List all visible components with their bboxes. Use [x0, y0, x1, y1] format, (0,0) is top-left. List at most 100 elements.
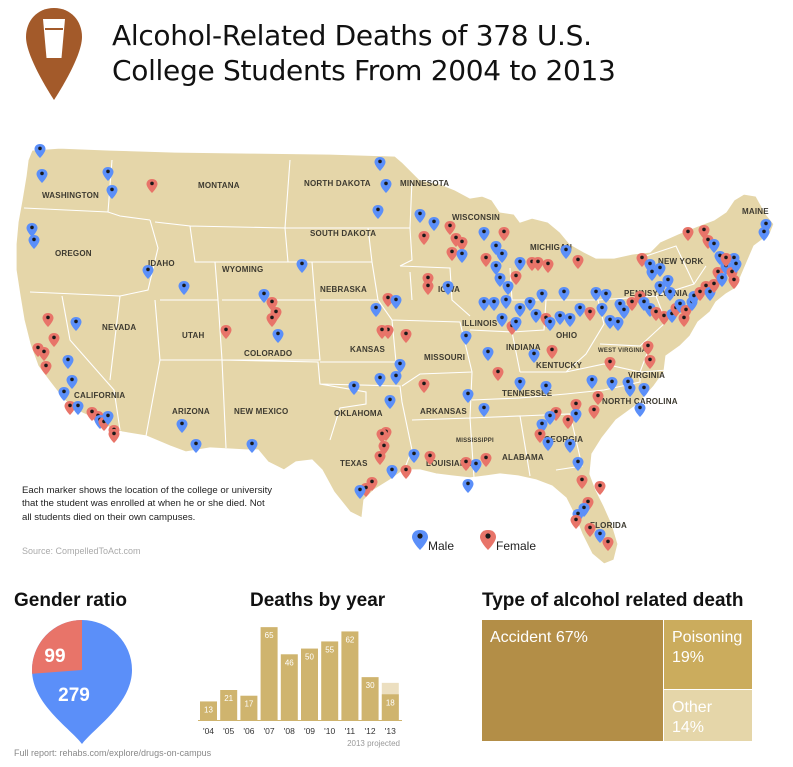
- treemap-poisoning: Poisoning 19%: [664, 620, 753, 690]
- state-label-colorado: COLORADO: [244, 349, 292, 358]
- college-marker: [576, 475, 588, 489]
- college-marker: [108, 429, 120, 443]
- year-bar: [280, 654, 298, 720]
- college-marker: [490, 261, 502, 275]
- year-tick-label: '13: [385, 726, 396, 736]
- college-marker: [574, 303, 586, 317]
- college-marker: [492, 367, 504, 381]
- college-marker: [602, 537, 614, 551]
- title-line-2: College Students From 2004 to 2013: [112, 54, 616, 87]
- college-marker: [524, 297, 536, 311]
- college-marker: [570, 399, 582, 413]
- legend-male-label: Male: [428, 539, 455, 553]
- college-marker: [730, 259, 742, 273]
- year-bar: [200, 701, 217, 720]
- college-marker: [266, 313, 278, 327]
- college-marker: [62, 355, 74, 369]
- college-marker: [708, 239, 720, 253]
- map-note: Each marker shows the location of the co…: [22, 485, 273, 523]
- year-bar: [240, 695, 258, 720]
- college-marker: [64, 401, 76, 415]
- college-marker: [642, 341, 654, 355]
- treemap-other: Other 14%: [664, 690, 753, 742]
- bar-value-label: 30: [366, 681, 375, 690]
- college-marker: [534, 429, 546, 443]
- state-label-washington: WASHINGTON: [42, 191, 99, 200]
- treemap-accident: Accident 67%: [482, 620, 664, 742]
- deaths-by-year-chart: 13 '04 21 '05 17 '06 65 '07 46 '08 50 '09 55 '10 62 '11…: [198, 627, 402, 748]
- college-marker: [40, 361, 52, 375]
- state-label-michigan: MICHIGAN: [530, 243, 572, 252]
- state-label-california: CALIFORNIA: [74, 391, 125, 400]
- college-marker: [720, 253, 732, 267]
- bar-value-label: 21: [224, 694, 233, 703]
- college-marker: [478, 403, 490, 417]
- footer-report-link[interactable]: Full report: rehabs.com/explore/drugs-on…: [14, 748, 212, 758]
- college-marker: [66, 375, 78, 389]
- state-label-alabama: ALABAMA: [502, 453, 544, 462]
- state-label-kansas: KANSAS: [350, 345, 385, 354]
- college-marker: [376, 325, 388, 339]
- college-marker: [588, 405, 600, 419]
- year-bar: [301, 648, 318, 720]
- college-marker: [514, 377, 526, 391]
- state-label-tennessee: TENNESSEE: [502, 389, 553, 398]
- year-bar: [381, 694, 399, 720]
- state-label-ohio: OHIO: [556, 331, 577, 340]
- college-marker: [456, 249, 468, 263]
- college-marker: [514, 303, 526, 317]
- beer-glass-pin-icon: [26, 8, 82, 100]
- state-label-kentucky: KENTUCKY: [536, 361, 583, 370]
- college-marker: [536, 289, 548, 303]
- state-label-arizona: ARIZONA: [172, 407, 210, 416]
- college-marker: [480, 453, 492, 467]
- college-marker: [390, 295, 402, 309]
- college-marker: [460, 331, 472, 345]
- college-marker: [190, 439, 202, 453]
- college-marker: [384, 395, 396, 409]
- legend-male-pin: [412, 530, 428, 550]
- college-marker: [634, 403, 646, 417]
- college-marker: [372, 205, 384, 219]
- college-marker: [424, 451, 436, 465]
- college-marker: [554, 311, 566, 325]
- college-marker: [606, 377, 618, 391]
- gender-ratio-title: Gender ratio: [14, 590, 127, 611]
- college-marker: [48, 333, 60, 347]
- college-marker: [644, 355, 656, 369]
- college-marker: [498, 227, 510, 241]
- college-marker: [26, 223, 38, 237]
- college-marker: [408, 449, 420, 463]
- college-marker: [400, 465, 412, 479]
- college-marker: [42, 313, 54, 327]
- college-marker: [546, 345, 558, 359]
- college-marker: [480, 253, 492, 267]
- college-marker: [456, 237, 468, 251]
- college-marker: [176, 419, 188, 433]
- college-marker: [758, 227, 770, 241]
- state-label-virginia: VIRGINIA: [628, 371, 665, 380]
- gender-male-value: 279: [58, 685, 90, 706]
- college-marker: [494, 273, 506, 287]
- bar-value-label: 13: [204, 705, 213, 714]
- state-label-north-carolina: NORTH CAROLINA: [602, 397, 678, 406]
- state-label-west-virginia: WEST VIRGINIA: [598, 348, 647, 354]
- college-marker: [418, 231, 430, 245]
- college-marker: [612, 317, 624, 331]
- bar-value-label: 55: [325, 645, 334, 654]
- college-marker: [708, 279, 720, 293]
- state-label-utah: UTAH: [182, 331, 204, 340]
- college-marker: [510, 317, 522, 331]
- college-marker: [258, 289, 270, 303]
- legend-female-pin: [480, 530, 496, 550]
- college-marker: [376, 429, 388, 443]
- death-type-title: Type of alcohol related death: [482, 590, 744, 611]
- state-label-arkansas: ARKANSAS: [420, 407, 467, 416]
- year-tick-label: '11: [345, 726, 356, 736]
- college-marker: [594, 481, 606, 495]
- college-marker: [382, 293, 394, 307]
- year-tick-label: '08: [284, 726, 295, 736]
- state-label-mississippi: MISSISSIPPI: [456, 438, 494, 444]
- gender-ratio-chart: 99 279: [32, 620, 132, 744]
- projected-annotation: 2013 projected: [347, 739, 400, 748]
